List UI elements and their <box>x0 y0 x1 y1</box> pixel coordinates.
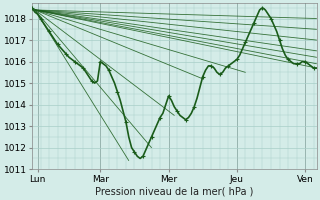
X-axis label: Pression niveau de la mer( hPa ): Pression niveau de la mer( hPa ) <box>95 187 253 197</box>
